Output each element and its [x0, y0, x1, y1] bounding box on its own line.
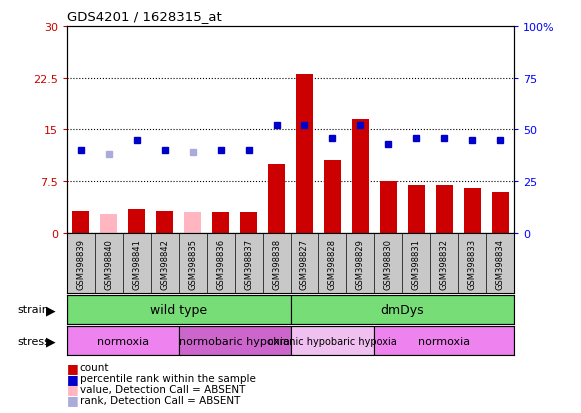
Text: ▶: ▶ — [46, 334, 55, 347]
Text: GSM398838: GSM398838 — [272, 238, 281, 289]
Text: GSM398828: GSM398828 — [328, 238, 337, 289]
Text: GSM398840: GSM398840 — [104, 238, 113, 289]
Text: dmDys: dmDys — [381, 303, 424, 316]
Text: GSM398841: GSM398841 — [132, 238, 141, 289]
Text: ■: ■ — [67, 382, 78, 396]
Bar — [179, 326, 290, 355]
Text: ▶: ▶ — [46, 303, 55, 316]
Text: ■: ■ — [67, 393, 78, 406]
Bar — [101, 214, 117, 233]
Text: GSM398829: GSM398829 — [356, 238, 365, 289]
Text: GSM398842: GSM398842 — [160, 238, 169, 289]
Bar — [290, 326, 374, 355]
Bar — [128, 209, 145, 233]
Bar — [184, 213, 201, 233]
Text: stress: stress — [17, 336, 51, 346]
Bar — [324, 161, 341, 233]
Text: count: count — [80, 363, 109, 373]
Text: GSM398830: GSM398830 — [384, 238, 393, 289]
Bar — [492, 192, 508, 233]
Bar — [73, 211, 89, 233]
Text: GSM398836: GSM398836 — [216, 238, 225, 289]
Text: normoxia: normoxia — [96, 336, 149, 346]
Text: GSM398837: GSM398837 — [244, 238, 253, 289]
Text: ■: ■ — [67, 361, 78, 374]
Bar — [464, 189, 480, 233]
Bar — [352, 120, 369, 233]
Bar — [290, 295, 514, 324]
Text: ■: ■ — [67, 372, 78, 385]
Bar — [268, 164, 285, 233]
Text: GSM398835: GSM398835 — [188, 238, 197, 289]
Text: GSM398833: GSM398833 — [468, 238, 477, 289]
Bar — [67, 326, 179, 355]
Text: GSM398832: GSM398832 — [440, 238, 449, 289]
Bar — [212, 213, 229, 233]
Text: GSM398827: GSM398827 — [300, 238, 309, 289]
Bar — [408, 185, 425, 233]
Text: GSM398831: GSM398831 — [412, 238, 421, 289]
Bar — [380, 182, 397, 233]
Text: percentile rank within the sample: percentile rank within the sample — [80, 373, 256, 383]
Text: GSM398839: GSM398839 — [76, 238, 85, 289]
Bar — [436, 185, 453, 233]
Text: GDS4201 / 1628315_at: GDS4201 / 1628315_at — [67, 10, 221, 23]
Text: chronic hypobaric hypoxia: chronic hypobaric hypoxia — [268, 336, 397, 346]
Text: normobaric hypoxia: normobaric hypoxia — [179, 336, 290, 346]
Text: normoxia: normoxia — [418, 336, 471, 346]
Bar — [374, 326, 514, 355]
Text: value, Detection Call = ABSENT: value, Detection Call = ABSENT — [80, 384, 245, 394]
Text: GSM398834: GSM398834 — [496, 238, 505, 289]
Text: wild type: wild type — [150, 303, 207, 316]
Bar — [240, 213, 257, 233]
Bar — [67, 295, 290, 324]
Text: rank, Detection Call = ABSENT: rank, Detection Call = ABSENT — [80, 395, 240, 405]
Bar — [296, 75, 313, 233]
Text: strain: strain — [17, 305, 49, 315]
Bar — [156, 211, 173, 233]
